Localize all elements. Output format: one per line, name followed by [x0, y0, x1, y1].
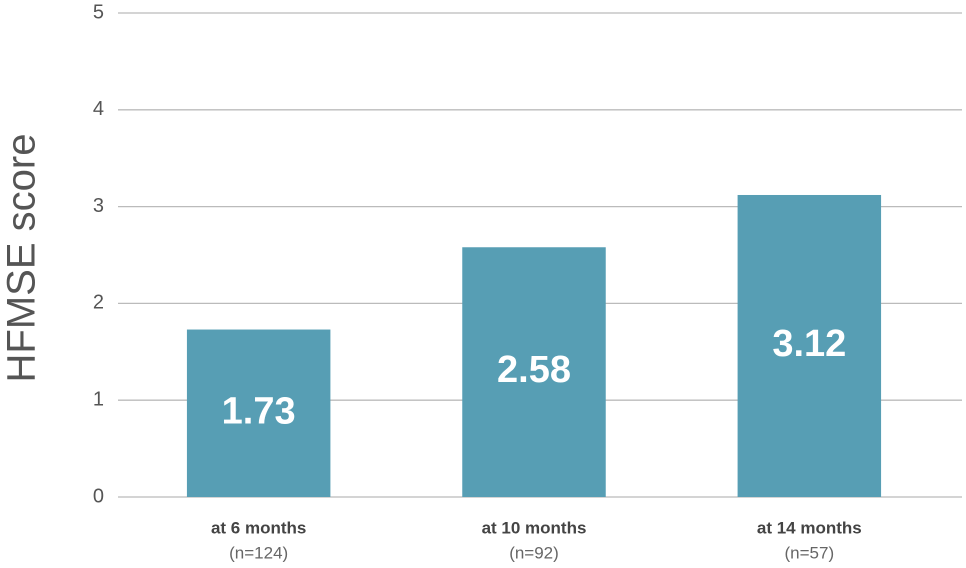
x-tick-sublabel: (n=57) [785, 543, 835, 562]
y-tick-label: 2 [93, 292, 104, 314]
x-tick-label: at 14 months [757, 518, 862, 537]
x-tick-label: at 6 months [211, 518, 306, 537]
bar [462, 247, 606, 497]
bar [737, 194, 882, 497]
y-tick-label: 3 [93, 195, 104, 217]
x-tick-sublabel: (n=124) [229, 543, 288, 562]
y-tick-label: 0 [93, 485, 104, 507]
value-label: 2.58 [497, 349, 571, 391]
y-tick-label: 5 [93, 1, 104, 23]
x-tick-sublabel: (n=92) [509, 543, 559, 562]
y-tick-label: 4 [93, 98, 104, 120]
y-axis-label: HFMSE score [0, 134, 44, 383]
x-tick-label: at 10 months [482, 518, 587, 537]
value-label: 3.12 [772, 323, 846, 365]
bar [186, 329, 331, 497]
value-label: 1.73 [222, 390, 296, 432]
y-tick-label: 1 [93, 388, 104, 410]
